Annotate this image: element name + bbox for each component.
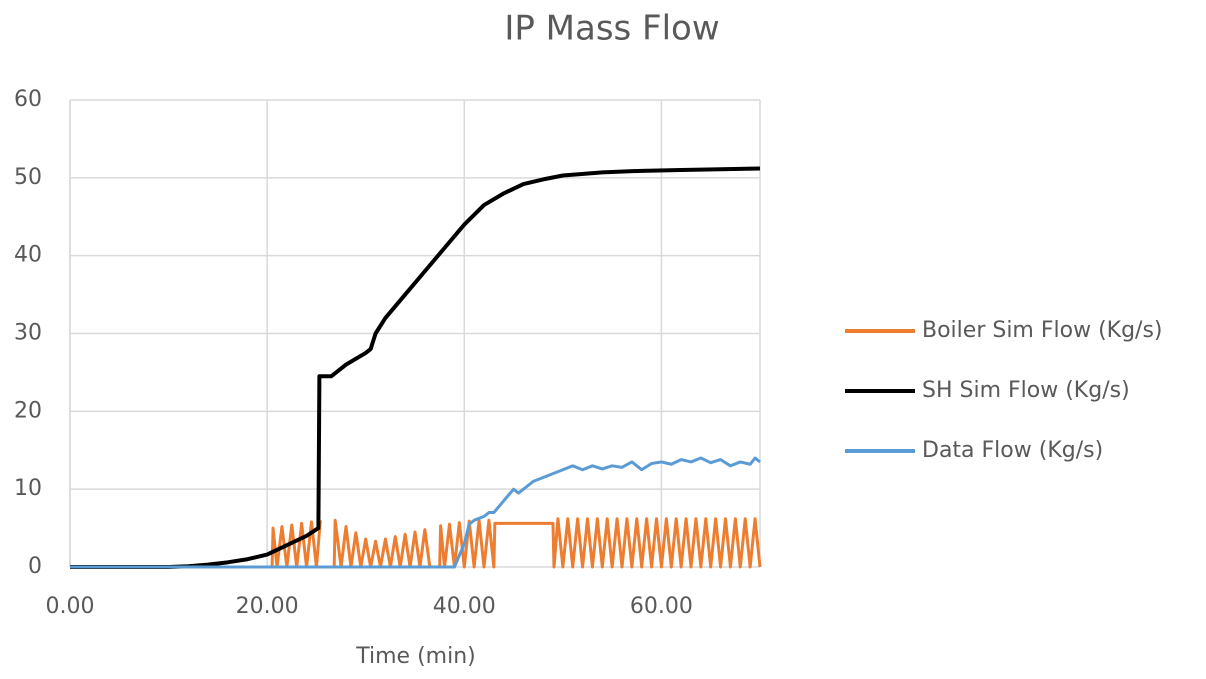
y-tick-label: 40 [14, 243, 42, 268]
y-tick-label: 20 [14, 398, 42, 423]
chart-title: IP Mass Flow [504, 9, 719, 49]
y-tick-label: 0 [28, 554, 42, 579]
x-tick-label: 0.00 [46, 594, 95, 619]
legend-label: Boiler Sim Flow (Kg/s) [922, 318, 1163, 343]
line-series [70, 166, 761, 569]
x-tick-label: 20.00 [236, 594, 299, 619]
y-tick-label: 10 [14, 476, 42, 501]
x-axis-label: Time (min) [355, 644, 476, 669]
legend-label: SH Sim Flow (Kg/s) [922, 378, 1130, 403]
legend-label: Data Flow (Kg/s) [922, 438, 1103, 463]
y-tick-label: 60 [14, 87, 42, 112]
y-tick-label: 30 [14, 321, 42, 346]
y-tick-label: 50 [14, 165, 42, 190]
line-series [70, 517, 762, 569]
line-series [70, 456, 761, 569]
x-tick-label: 40.00 [433, 594, 496, 619]
x-tick-label: 60.00 [630, 594, 693, 619]
